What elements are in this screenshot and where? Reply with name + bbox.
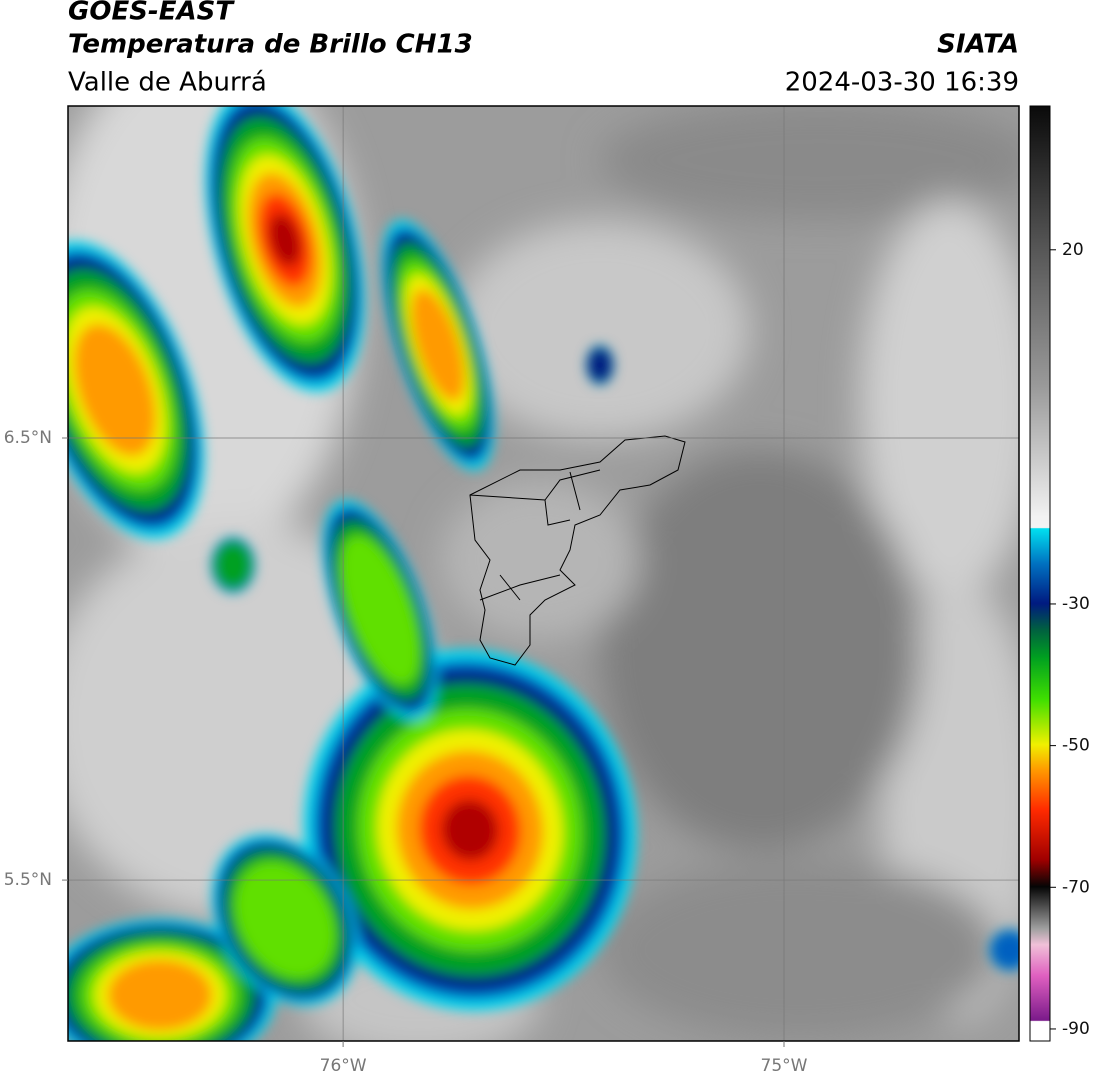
agency-label: SIATA — [937, 30, 1019, 60]
colorbar — [1029, 105, 1051, 1042]
cloud-layer — [214, 541, 252, 589]
municipal-boundaries — [469, 435, 686, 666]
cloud-layer — [411, 288, 465, 402]
cloud-layer — [586, 346, 614, 384]
map-frame — [67, 105, 1020, 1042]
colorbar-tick-label: 20 — [1062, 240, 1084, 260]
source-title: GOES-EAST — [68, 0, 235, 27]
cloud-layer — [234, 861, 336, 979]
colorbar-tick-label: -50 — [1062, 736, 1090, 756]
y-tick-label: 5.5°N — [4, 870, 52, 890]
colorbar-tick-label: -30 — [1062, 594, 1090, 614]
x-tick-label: 76°W — [320, 1056, 367, 1076]
colorbar-tick-label: -70 — [1062, 877, 1090, 897]
cloud-layer — [989, 929, 1019, 971]
y-tick-label: 6.5°N — [4, 428, 52, 448]
cloud-layer — [74, 324, 156, 456]
cloud-layer — [441, 799, 499, 861]
timestamp: 2024-03-30 16:39 — [785, 68, 1019, 98]
cloud-layer — [268, 213, 302, 267]
x-tick-label: 75°W — [761, 1056, 808, 1076]
cloud-layer — [107, 959, 213, 1031]
map-image — [68, 106, 1019, 1041]
region-subtitle: Valle de Aburrá — [68, 68, 267, 98]
product-title: Temperatura de Brillo CH13 — [68, 30, 473, 60]
cloud-layer — [340, 535, 420, 685]
colorbar-tick-label: -90 — [1062, 1019, 1090, 1039]
